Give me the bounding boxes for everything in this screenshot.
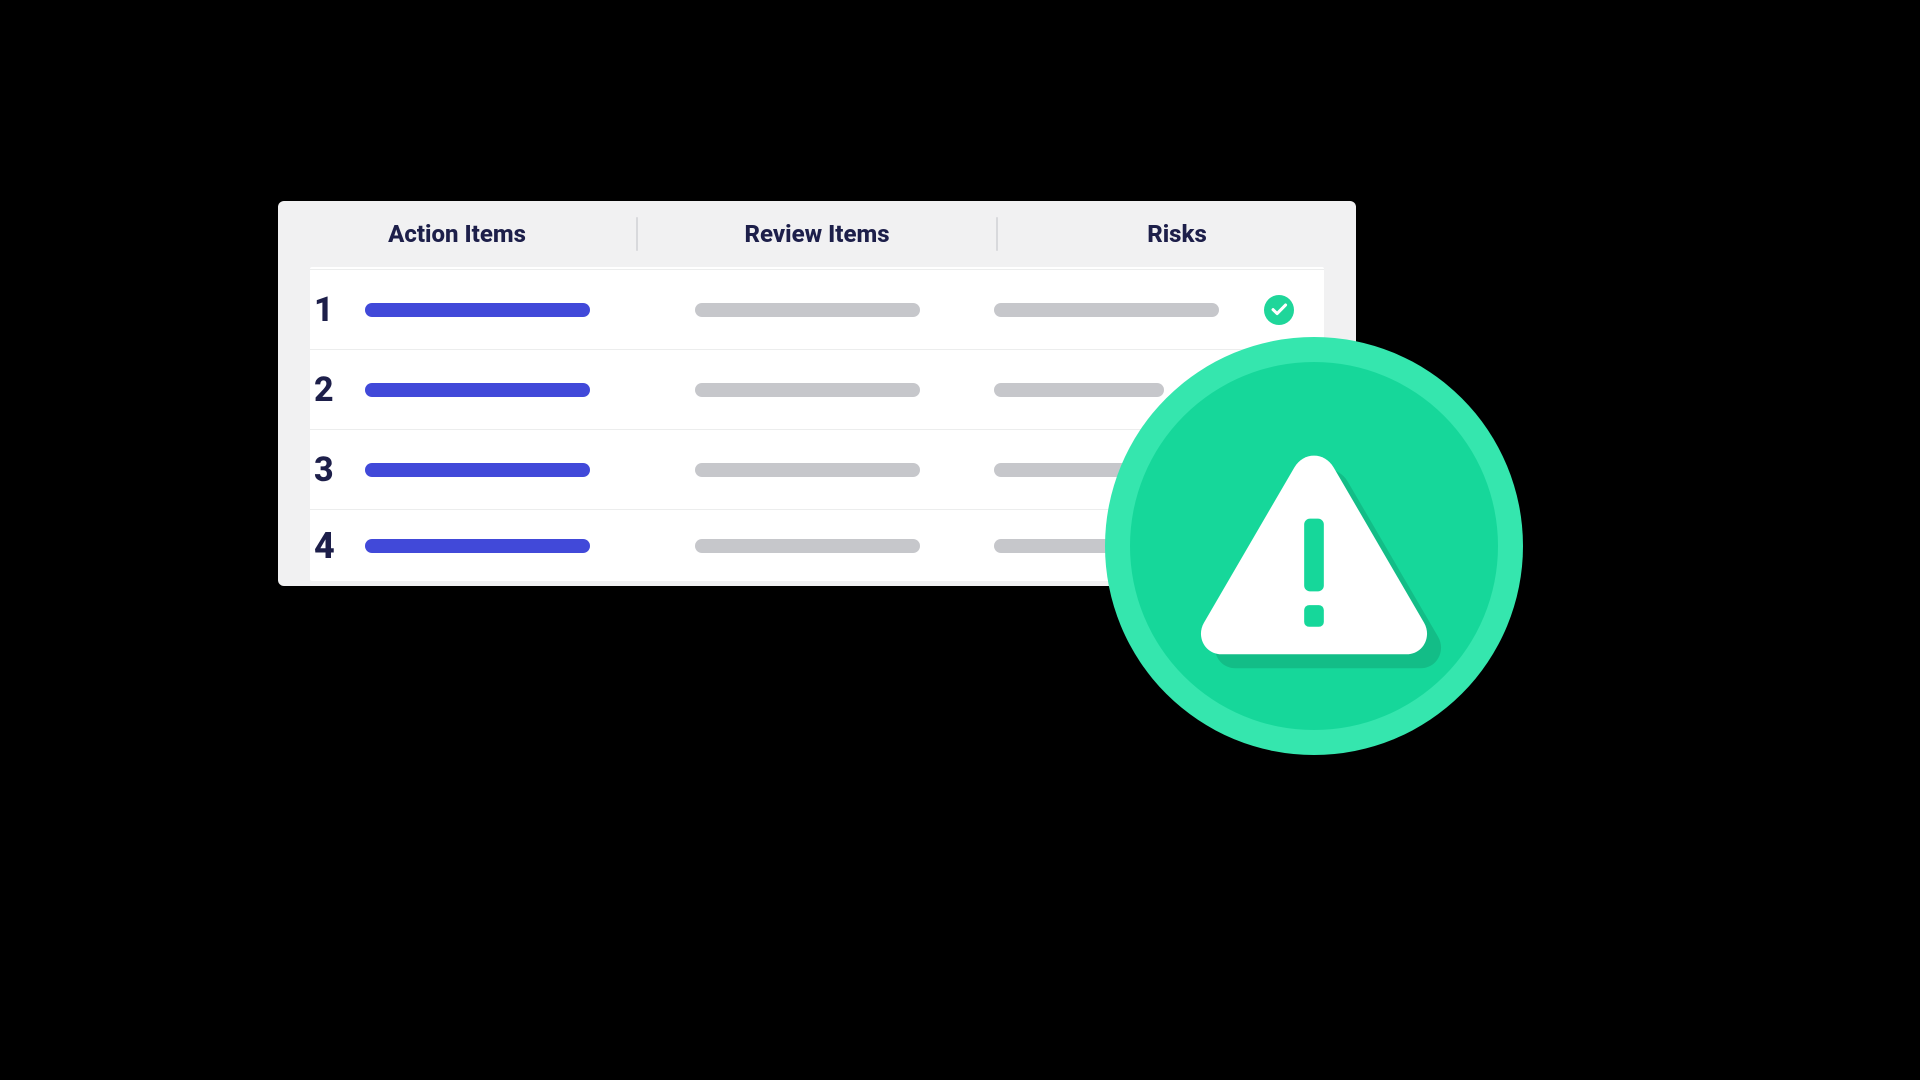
warning-triangle-icon: [1105, 345, 1523, 763]
row-cell: [665, 383, 965, 397]
row-cell: [365, 539, 665, 553]
placeholder-bar: [695, 463, 920, 477]
tab-label: Action Items: [388, 220, 526, 248]
tab-label: Risks: [1147, 220, 1207, 248]
placeholder-bar: [695, 383, 920, 397]
row-number: 1: [310, 290, 365, 330]
action-item-bar: [365, 383, 590, 397]
row-cell: [365, 383, 665, 397]
action-item-bar: [365, 463, 590, 477]
placeholder-bar: [994, 303, 1219, 317]
tab-label: Review Items: [744, 220, 889, 248]
status-cell: [1264, 295, 1324, 325]
row-number: 2: [310, 370, 365, 410]
action-item-bar: [365, 539, 590, 553]
action-item-bar: [365, 303, 590, 317]
tab-review-items[interactable]: Review Items: [638, 220, 996, 248]
row-cell: [365, 303, 665, 317]
row-number: 3: [310, 450, 365, 490]
row-cell: [964, 303, 1264, 317]
tab-risks[interactable]: Risks: [998, 220, 1356, 248]
row-cell: [665, 303, 965, 317]
row-cell: [665, 463, 965, 477]
row-cell: [665, 539, 965, 553]
tab-action-items[interactable]: Action Items: [278, 220, 636, 248]
warning-badge: [1105, 337, 1523, 755]
placeholder-bar: [695, 539, 920, 553]
row-cell: [365, 463, 665, 477]
stage: Action Items Review Items Risks 1 2 3 4: [0, 0, 1920, 1080]
tabs-row: Action Items Review Items Risks: [278, 201, 1356, 267]
check-circle-icon: [1264, 295, 1294, 325]
row-number: 4: [310, 525, 365, 567]
placeholder-bar: [695, 303, 920, 317]
